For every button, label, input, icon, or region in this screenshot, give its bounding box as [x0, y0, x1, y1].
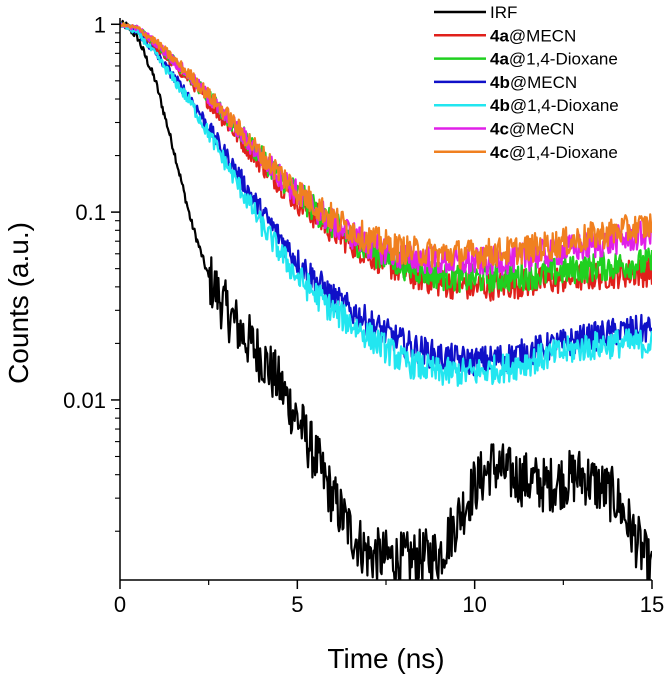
legend-label: 4a@MECN [490, 26, 576, 45]
legend-label: 4c@1,4-Dioxane [490, 143, 618, 162]
series-irf [120, 19, 652, 580]
legend-label: 4b@MECN [490, 73, 577, 92]
x-tick-label: 0 [114, 592, 126, 617]
series-4b-mecn [120, 22, 652, 377]
ticks-layer: 0 5 10 15 0.01 0.1 1 [63, 12, 664, 617]
y-axis-title: Counts (a.u.) [3, 222, 34, 384]
x-tick-label: 10 [462, 592, 486, 617]
y-tick-label: 1 [94, 12, 106, 37]
series-layer [120, 19, 652, 580]
series-4c-mecn [120, 22, 652, 276]
legend-label: IRF [490, 3, 517, 22]
series-4c-1-4-dioxane [120, 22, 652, 270]
y-tick-label: 0.1 [75, 200, 106, 225]
y-tick-label: 0.01 [63, 388, 106, 413]
legend-label: 4c@MeCN [490, 120, 574, 139]
legend: IRF 4a@MECN 4a@1,4-Dioxane 4b@MECN 4b@1,4-Di… [434, 3, 619, 162]
series-4b-1-4-dioxane [120, 22, 652, 387]
legend-label: 4a@1,4-Dioxane [490, 50, 618, 69]
x-tick-label: 5 [291, 592, 303, 617]
legend-label: 4b@1,4-Dioxane [490, 96, 619, 115]
x-tick-label: 15 [640, 592, 664, 617]
x-axis-title: Time (ns) [327, 643, 444, 674]
